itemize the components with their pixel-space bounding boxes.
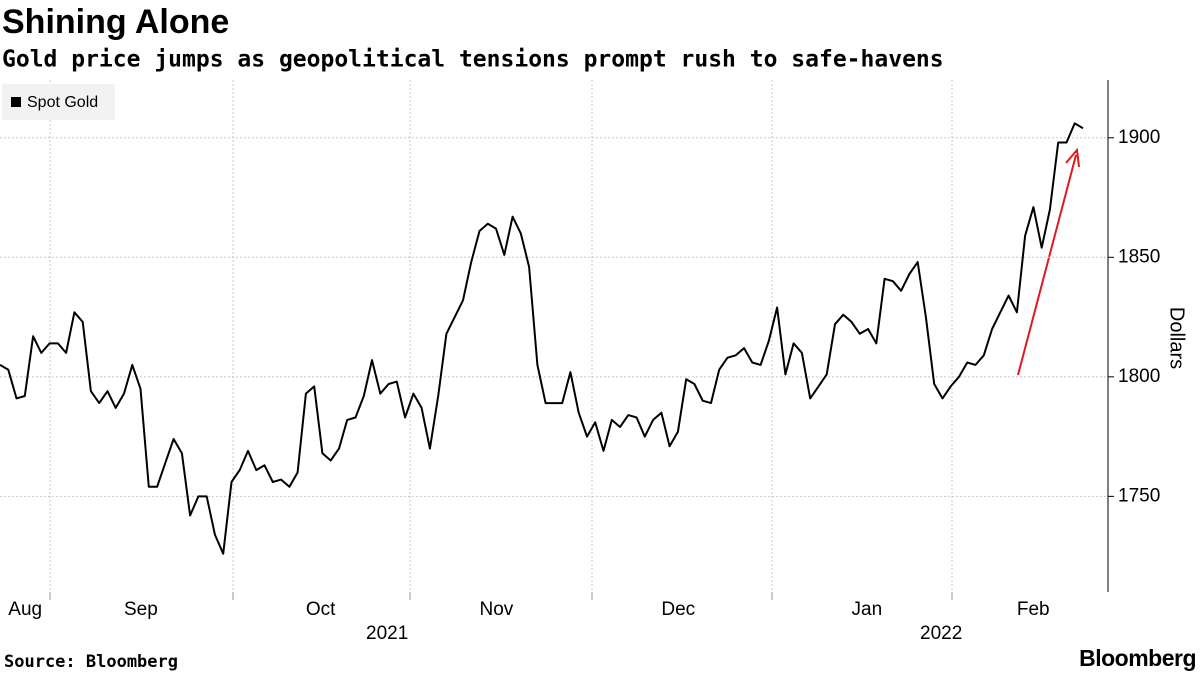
arrow-line (1017, 154, 1077, 376)
x-tick-label: Feb (1017, 599, 1050, 620)
arrow-head (1065, 147, 1080, 168)
x-tick-label: Aug (8, 599, 42, 620)
year-label: 2022 (920, 623, 962, 644)
x-tick-label: Nov (479, 599, 513, 620)
source: Source: Bloomberg (4, 652, 178, 672)
y-axis-label: Dollars (1166, 307, 1188, 369)
x-tick-label: Sep (124, 599, 158, 620)
legend-swatch (11, 97, 21, 107)
y-tick-label: 1850 (1118, 246, 1160, 267)
year-label: 2021 (366, 623, 408, 644)
x-tick-label: Oct (306, 599, 336, 620)
brand: Bloomberg (1079, 645, 1196, 671)
x-tick-label: Jan (852, 599, 883, 620)
line (0, 122, 1084, 555)
legend-label: Spot Gold (27, 94, 98, 111)
x-grid (49, 80, 953, 600)
y-tick-label: 1750 (1118, 485, 1160, 506)
chart-subtitle: Gold price jumps as geopolitical tension… (2, 47, 944, 73)
x-tick-label: Dec (661, 599, 695, 620)
y-tick-label: 1800 (1118, 366, 1160, 387)
y-tick-label: 1900 (1118, 127, 1160, 148)
legend: Spot Gold (2, 84, 115, 120)
chart-title: Shining Alone (2, 3, 229, 41)
annotation-arrow (1017, 147, 1080, 376)
